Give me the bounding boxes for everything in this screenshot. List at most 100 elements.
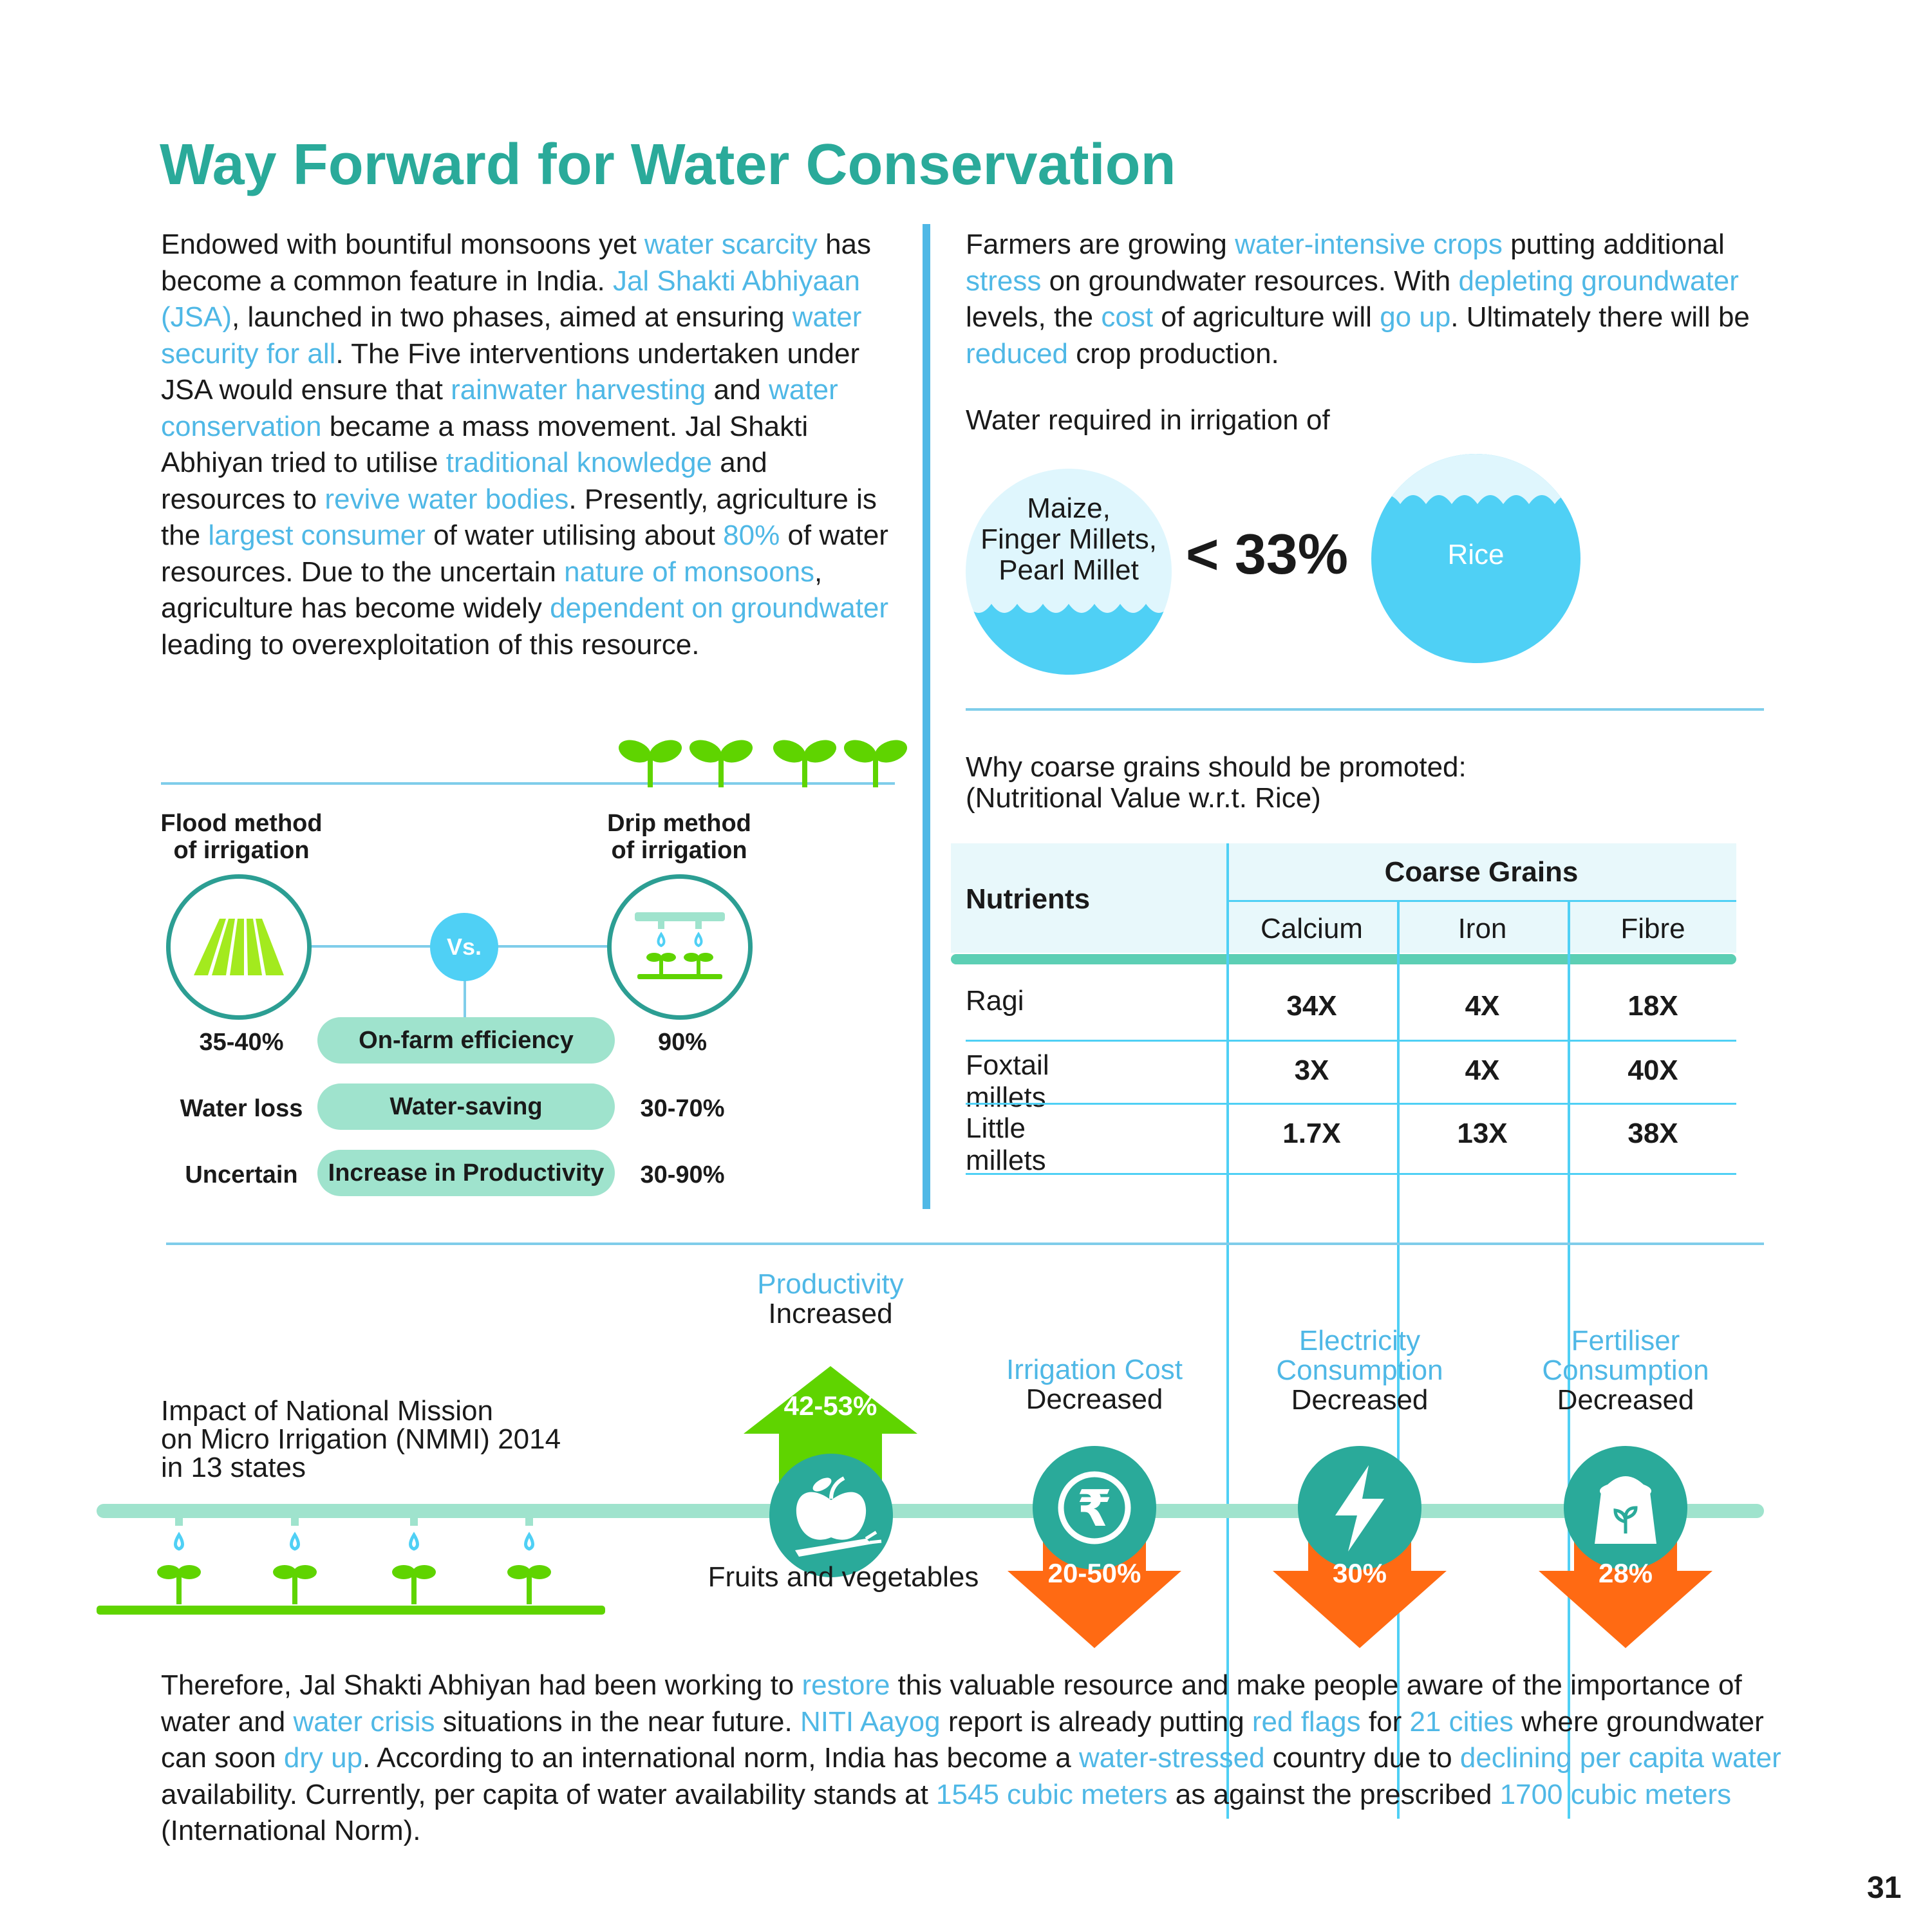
highlight-text: water scarcity xyxy=(644,229,818,260)
divider-left-mid xyxy=(161,782,895,785)
highlight-text: nature of monsoons xyxy=(564,556,815,588)
highlight-text: water-intensive crops xyxy=(1235,229,1503,260)
highlight-text: traditional knowledge xyxy=(445,447,713,478)
drip-irrigation-circle xyxy=(607,874,753,1020)
highlight-text: water security for all xyxy=(161,301,862,370)
table-cell: 4X xyxy=(1465,990,1500,1022)
column-divider xyxy=(923,224,930,1209)
flood-method-label: Flood method of irrigation xyxy=(160,810,323,864)
table-header-underline xyxy=(951,954,1736,964)
impact-label: Irrigation Cost Decreased xyxy=(1006,1354,1183,1415)
productivity-value: 42-53% xyxy=(783,1391,877,1421)
body-text: of water utilising about xyxy=(425,520,724,551)
body-text: on groundwater resources. With xyxy=(1041,265,1459,297)
impact-label: Fertiliser Consumption Decreased xyxy=(1542,1325,1709,1416)
vs-connector-v xyxy=(464,959,466,1024)
table-cell: 18X xyxy=(1627,990,1678,1022)
lightning-icon xyxy=(1335,1465,1384,1552)
intro-paragraph: Endowed with bountiful monsoons yet wate… xyxy=(161,227,895,663)
highlight-text: stress xyxy=(966,265,1042,297)
body-text: and resources to xyxy=(161,447,767,515)
highlight-text: red flags xyxy=(1252,1705,1361,1738)
body-text: . According to an international norm, In… xyxy=(362,1742,1079,1774)
table-vline xyxy=(1226,843,1229,1819)
drip-value: 90% xyxy=(657,1029,708,1056)
column-header: Fibre xyxy=(1620,913,1685,944)
highlight-text: depleting groundwater xyxy=(1458,265,1739,297)
impact-title: Impact of National Mission on Micro Irri… xyxy=(161,1395,561,1483)
highlight-text: cost xyxy=(1101,301,1154,333)
flood-irrigation-circle xyxy=(166,874,312,1020)
col-nutrients-header: Nutrients xyxy=(966,883,1091,915)
fertiliser-bag-icon xyxy=(1595,1476,1656,1544)
highlight-text: revive water bodies xyxy=(324,483,569,515)
body-text: this valuable resource and make people a… xyxy=(161,1669,1742,1738)
highlight-text: declining per capita water xyxy=(1459,1742,1781,1774)
conclusion-paragraph: Therefore, Jal Shakti Abhiyan had been w… xyxy=(161,1667,1790,1850)
flood-value: 35-40% xyxy=(199,1029,284,1056)
bubble-line-1: Maize, xyxy=(1027,492,1111,524)
body-text: , launched in two phases, aimed at ensur… xyxy=(232,301,792,333)
table-row-name: Foxtail millets xyxy=(966,1049,1049,1113)
flood-value: Uncertain xyxy=(185,1161,298,1188)
impact-label: Electricity Consumption Decreased xyxy=(1276,1325,1443,1416)
highlight-text: Jal Shakti Abhiyaan (JSA) xyxy=(161,265,860,333)
flood-field-icon xyxy=(194,919,284,975)
productivity-caption: Fruits and vegetables xyxy=(708,1561,979,1593)
farmers-paragraph: Farmers are growing water-intensive crop… xyxy=(966,227,1803,372)
body-text: putting additional xyxy=(1502,229,1725,260)
body-text: and xyxy=(706,374,769,406)
highlight-text: 21 cities xyxy=(1409,1705,1514,1738)
highlight-text: 1700 cubic meters xyxy=(1499,1778,1732,1810)
water-bubble-icon xyxy=(966,469,1172,675)
drip-method-label: Drip method of irrigation xyxy=(607,810,751,864)
body-text: . Presently, agriculture is the xyxy=(161,483,877,552)
drip-sprout-icon xyxy=(97,1517,605,1615)
metric-pill: Increase in Productivity xyxy=(317,1150,615,1196)
divider-right-top xyxy=(966,708,1764,711)
drip-irrigation-icon xyxy=(635,912,725,979)
highlight-text: restore xyxy=(802,1669,890,1701)
productivity-label: Productivity Increased xyxy=(757,1268,904,1329)
body-text: , agriculture has become widely xyxy=(161,556,823,624)
comparison-value: < 33% xyxy=(1186,522,1348,586)
bubble-coarse-grains: Maize, Finger Millets, Pearl Millet xyxy=(966,469,1172,675)
table-vline xyxy=(1226,959,1229,1175)
table-hline xyxy=(1226,900,1736,902)
sprout-icon xyxy=(618,740,908,787)
table-cell: 1.7X xyxy=(1282,1118,1341,1149)
nutrition-heading: Why coarse grains should be promoted: (N… xyxy=(966,751,1467,814)
table-cell: 38X xyxy=(1627,1118,1678,1149)
impact-badge xyxy=(1564,1446,1687,1570)
highlight-text: water conservation xyxy=(161,374,838,442)
vs-label: Vs. xyxy=(446,933,482,960)
body-text: situations in the near future. xyxy=(435,1705,800,1738)
table-vline xyxy=(1568,901,1570,1819)
body-text: Farmers are growing xyxy=(966,229,1235,260)
table-cell: 34X xyxy=(1286,990,1337,1022)
vs-badge xyxy=(430,913,498,981)
highlight-text: 80% xyxy=(723,520,780,551)
page-number: 31 xyxy=(1867,1871,1902,1905)
table-row-line xyxy=(966,1103,1736,1105)
highlight-text: dependent on groundwater xyxy=(550,592,889,624)
table-row-line xyxy=(966,1040,1736,1042)
table-cell: 13X xyxy=(1457,1118,1508,1149)
body-text: levels, the xyxy=(966,301,1102,333)
pipeline-bar xyxy=(97,1504,1764,1518)
metric-pill: Water-saving xyxy=(317,1083,615,1130)
water-bubble-icon xyxy=(1371,454,1580,663)
body-text: Endowed with bountiful monsoons yet xyxy=(161,229,644,260)
body-text: report is already putting xyxy=(940,1705,1252,1738)
highlight-text: largest consumer xyxy=(208,520,426,551)
highlight-text: reduced xyxy=(966,337,1069,370)
table-row-line xyxy=(966,1173,1736,1175)
body-text: for xyxy=(1360,1705,1410,1738)
fruits-badge xyxy=(769,1454,893,1577)
coarse-grains-header: Coarse Grains xyxy=(1384,856,1579,888)
flood-value: Water loss xyxy=(180,1095,303,1122)
body-text: . The Five interventions undertaken unde… xyxy=(161,337,860,406)
page-title: Way Forward for Water Conservation xyxy=(160,133,1176,197)
table-row-name: Little millets xyxy=(966,1112,1046,1176)
highlight-text: go up xyxy=(1380,301,1451,333)
